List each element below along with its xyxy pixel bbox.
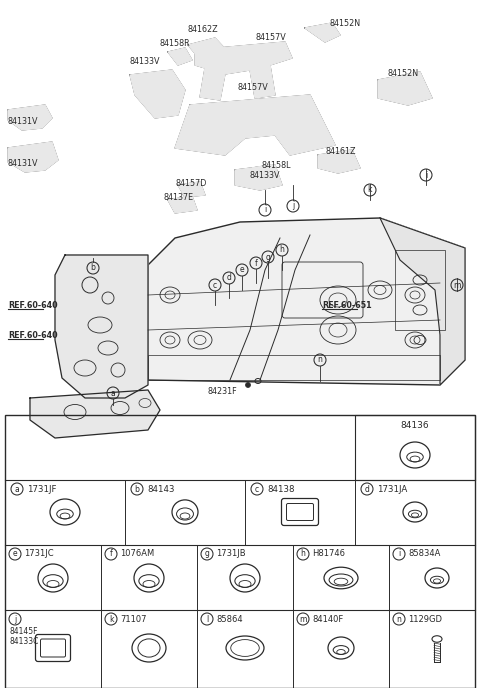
Text: i: i — [398, 550, 400, 559]
Text: b: b — [91, 264, 96, 272]
Text: k: k — [368, 186, 372, 195]
Text: g: g — [204, 550, 209, 559]
Bar — [148, 355, 440, 380]
Text: 1731JF: 1731JF — [27, 484, 57, 493]
Text: c: c — [255, 484, 259, 493]
Polygon shape — [318, 150, 360, 173]
Polygon shape — [130, 70, 185, 118]
Text: 84157V: 84157V — [255, 34, 286, 43]
Text: 84157V: 84157V — [237, 83, 268, 92]
Text: i: i — [425, 171, 427, 180]
Text: 84136: 84136 — [401, 420, 429, 429]
Text: 84138: 84138 — [267, 484, 295, 493]
Bar — [5, 415, 475, 688]
Text: 1076AM: 1076AM — [120, 550, 154, 559]
Text: j: j — [14, 614, 16, 623]
Text: 85864: 85864 — [216, 614, 242, 623]
Text: REF.60-651: REF.60-651 — [322, 301, 372, 310]
Polygon shape — [55, 255, 148, 398]
Text: 84145F: 84145F — [10, 627, 38, 636]
Polygon shape — [252, 165, 275, 180]
Text: 71107: 71107 — [120, 614, 146, 623]
Text: 84152N: 84152N — [329, 19, 360, 28]
Text: 84131V: 84131V — [8, 158, 38, 167]
Text: 84131V: 84131V — [8, 118, 38, 127]
Text: f: f — [254, 259, 257, 268]
Polygon shape — [175, 95, 335, 155]
Polygon shape — [168, 48, 192, 65]
Text: h: h — [279, 246, 285, 255]
Polygon shape — [168, 196, 197, 213]
Text: 84157D: 84157D — [175, 180, 206, 189]
Polygon shape — [8, 105, 52, 130]
Text: 84231F: 84231F — [208, 387, 238, 396]
Text: j: j — [292, 202, 294, 211]
Text: 85834A: 85834A — [408, 550, 440, 559]
Polygon shape — [195, 42, 292, 100]
Text: a: a — [14, 484, 19, 493]
Polygon shape — [148, 218, 465, 385]
Polygon shape — [30, 390, 160, 438]
Text: REF.60-640: REF.60-640 — [8, 330, 58, 339]
Text: 84152N: 84152N — [388, 69, 419, 78]
Text: H81746: H81746 — [312, 550, 345, 559]
Text: n: n — [396, 614, 401, 623]
Text: d: d — [365, 484, 370, 493]
Bar — [355, 415, 475, 480]
Text: g: g — [265, 252, 270, 261]
Text: c: c — [213, 281, 217, 290]
Text: 1731JA: 1731JA — [377, 484, 407, 493]
Text: 84158R: 84158R — [159, 39, 190, 48]
Text: h: h — [300, 550, 305, 559]
Circle shape — [245, 383, 251, 387]
Text: 1129GD: 1129GD — [408, 614, 442, 623]
Polygon shape — [178, 182, 205, 197]
Text: l: l — [206, 614, 208, 623]
Polygon shape — [188, 38, 228, 68]
Text: 84133C: 84133C — [10, 638, 39, 647]
Text: 84143: 84143 — [147, 484, 175, 493]
Text: 84140F: 84140F — [312, 614, 343, 623]
Text: 84133V: 84133V — [249, 171, 279, 180]
Text: n: n — [318, 356, 323, 365]
Text: 1731JB: 1731JB — [216, 550, 246, 559]
Text: e: e — [240, 266, 244, 275]
Text: i: i — [264, 206, 266, 215]
Text: 84133V: 84133V — [129, 56, 159, 65]
Text: a: a — [110, 389, 115, 398]
Bar — [395, 250, 445, 330]
Text: k: k — [109, 614, 113, 623]
Text: 1731JC: 1731JC — [24, 550, 54, 559]
Text: 84162Z: 84162Z — [187, 25, 217, 34]
Text: b: b — [134, 484, 139, 493]
Polygon shape — [380, 218, 465, 385]
Text: e: e — [12, 550, 17, 559]
Polygon shape — [305, 23, 340, 42]
Polygon shape — [8, 142, 58, 172]
Text: 84158L: 84158L — [262, 160, 291, 169]
Text: 84161Z: 84161Z — [325, 147, 356, 156]
Text: 84137E: 84137E — [163, 193, 193, 202]
Text: m: m — [300, 614, 307, 623]
Text: f: f — [109, 550, 112, 559]
Polygon shape — [235, 165, 282, 190]
Text: m: m — [453, 281, 461, 290]
Text: REF.60-640: REF.60-640 — [8, 301, 58, 310]
Text: d: d — [227, 274, 231, 283]
Polygon shape — [378, 72, 432, 105]
